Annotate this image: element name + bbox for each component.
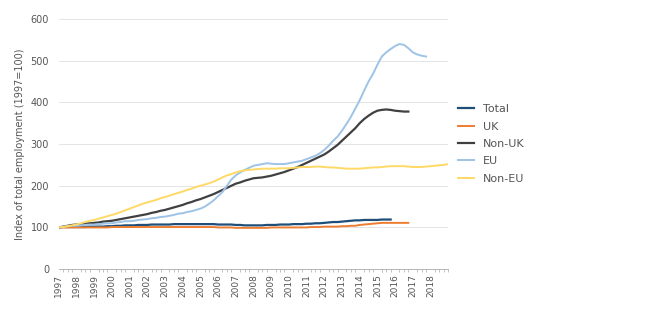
- UK: [267, 226, 275, 229]
- Total: [267, 223, 275, 227]
- EU: [218, 190, 226, 194]
- Total: [86, 225, 94, 228]
- EU: [236, 171, 244, 174]
- Legend: Total, UK, Non-UK, EU, Non-EU: Total, UK, Non-UK, EU, Non-EU: [458, 104, 525, 184]
- Total: [276, 223, 284, 227]
- Line: Non-EU: Non-EU: [59, 163, 462, 227]
- Line: Non-UK: Non-UK: [59, 110, 408, 227]
- Line: EU: EU: [59, 44, 426, 227]
- Y-axis label: Index of total employment (1997=100): Index of total employment (1997=100): [15, 48, 25, 240]
- EU: [55, 226, 63, 229]
- UK: [404, 221, 412, 225]
- Non-UK: [210, 192, 218, 196]
- Total: [55, 226, 63, 229]
- UK: [285, 226, 293, 229]
- EU: [395, 42, 403, 46]
- Non-UK: [365, 114, 373, 118]
- Total: [320, 221, 328, 225]
- Non-UK: [404, 110, 412, 114]
- Non-UK: [263, 175, 271, 178]
- UK: [55, 226, 63, 229]
- UK: [298, 226, 306, 229]
- EU: [422, 55, 430, 58]
- Non-EU: [55, 226, 63, 229]
- UK: [210, 225, 218, 229]
- Non-UK: [382, 108, 390, 111]
- EU: [333, 135, 341, 139]
- Non-EU: [373, 166, 381, 169]
- Total: [378, 218, 386, 222]
- EU: [59, 225, 67, 228]
- Non-UK: [294, 165, 302, 169]
- UK: [369, 222, 377, 226]
- Non-EU: [458, 161, 466, 165]
- Non-UK: [55, 226, 63, 229]
- UK: [232, 226, 240, 230]
- Total: [227, 223, 235, 227]
- Line: UK: UK: [59, 223, 408, 228]
- Non-EU: [294, 166, 302, 169]
- Non-EU: [369, 166, 377, 169]
- Non-UK: [281, 170, 289, 174]
- UK: [272, 226, 280, 229]
- EU: [77, 223, 85, 227]
- Non-EU: [391, 164, 399, 168]
- Line: Total: Total: [59, 220, 391, 227]
- Non-EU: [378, 165, 386, 169]
- Non-UK: [267, 174, 275, 178]
- Non-EU: [351, 167, 359, 171]
- UK: [378, 221, 386, 225]
- Total: [387, 218, 395, 222]
- EU: [351, 107, 359, 110]
- Total: [170, 222, 178, 226]
